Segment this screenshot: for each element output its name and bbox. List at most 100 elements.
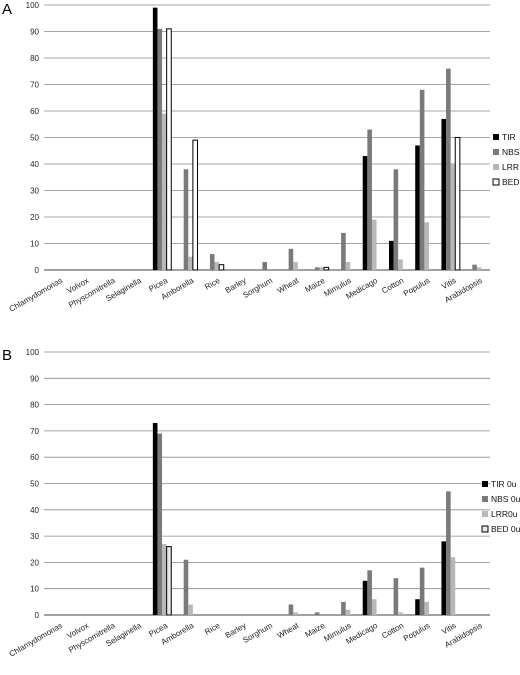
- panel-a-bar-picea-1: [157, 28, 163, 270]
- panel-a-bar-sorghum-1: [262, 262, 267, 270]
- panel-b-legend-label: TIR 0u: [491, 479, 517, 489]
- panel-a-x-category-label: Rice: [203, 276, 222, 292]
- panel-b-bar-populus-1: [419, 567, 425, 615]
- panel-b-y-tick-label: 30: [30, 532, 39, 541]
- panel-a-bar-vitis-0: [441, 118, 447, 270]
- panel-a-legend-label: NBS: [502, 147, 520, 157]
- panel-b-bar-populus-2: [424, 601, 430, 615]
- panel-a-bar-medicago-0: [362, 156, 368, 270]
- panel-b-y-tick-label: 90: [30, 374, 39, 383]
- panel-a-legend-swatch: [493, 149, 499, 155]
- panel-a-legend-label: TIR: [502, 132, 516, 142]
- panel-a-bar-cotton-1: [393, 169, 399, 270]
- panel-a-bar-mimulus-2: [345, 262, 351, 270]
- panel-b-y-tick-label: 40: [30, 506, 39, 515]
- panel-a-bar-wheat-2: [293, 262, 298, 270]
- panel-b-bar-medicago-2: [371, 599, 377, 615]
- panel-a-y-tick-label: 70: [30, 81, 39, 90]
- panel-b-legend-swatch: [482, 496, 488, 502]
- panel-b-bar-populus-0: [415, 599, 420, 615]
- panel-a-bar-vitis-3: [454, 137, 461, 271]
- panel-a-bar-amborella-1: [183, 169, 189, 270]
- panel-a-y-tick-label: 80: [30, 54, 39, 63]
- panel-a-x-category-label: Populus: [402, 276, 432, 298]
- panel-a-bar-medicago-1: [367, 129, 372, 270]
- panel-b-y-tick-label: 10: [30, 585, 39, 594]
- panel-a-bar-amborella-2: [188, 256, 193, 270]
- panel-b-bar-amborella-1: [183, 559, 189, 615]
- panel-a-bar-maize-3: [323, 266, 330, 271]
- panel-a-letter: A: [2, 1, 12, 18]
- panel-a-bar-populus-0: [415, 145, 420, 270]
- panel-a-y-tick-label: 90: [30, 28, 39, 37]
- panel-a-bar-cotton-0: [388, 240, 394, 270]
- panel-a-bar-picea-3: [166, 28, 172, 271]
- panel-b-bar-wheat-2: [293, 612, 298, 615]
- panel-b-bar-medicago-1: [367, 570, 372, 615]
- panel-b-bar-wheat-1: [288, 604, 294, 615]
- panel-a-bar-maize-2: [319, 267, 325, 270]
- panel-b-bar-picea-3: [166, 546, 172, 616]
- panel-b-y-tick-label: 0: [35, 611, 40, 620]
- panel-b-x-category-label: Sorghum: [241, 621, 274, 645]
- panel-b-x-category-label: Chlamydomonas: [8, 621, 64, 659]
- panel-a-y-tick-label: 100: [26, 1, 40, 10]
- panel-b-x-category-label: Rice: [203, 621, 222, 637]
- panel-a-bar-vitis-2: [450, 164, 456, 270]
- panel-b-bar-cotton-2: [398, 612, 403, 615]
- panel-b-bar-vitis-1: [446, 491, 451, 615]
- panel-b-bar-maize-1: [314, 612, 320, 615]
- panel-a-y-tick-label: 30: [30, 187, 39, 196]
- panel-a-bar-medicago-2: [371, 219, 377, 270]
- panel-b-legend-label: NBS 0u: [491, 494, 520, 504]
- panel-a-x-category-label: Chlamydomonas: [8, 276, 64, 314]
- panel-a-bar-vitis-1: [446, 68, 451, 270]
- panel-b-letter: B: [2, 347, 12, 364]
- panel-a-bar-populus-2: [424, 222, 430, 270]
- panel-b-bar-mimulus-1: [341, 601, 346, 615]
- panel-b-bar-amborella-2: [188, 604, 193, 615]
- panel-b-bar-cotton-1: [393, 578, 399, 615]
- panel-a-bar-populus-1: [419, 89, 425, 270]
- panel-a-bar-cotton-2: [398, 259, 403, 270]
- panel-a-legend-swatch: [492, 178, 500, 186]
- panel-a-legend-label: BED: [502, 177, 519, 187]
- panel-a-bar-amborella-3: [192, 139, 198, 271]
- panel-b-legend-swatch: [482, 511, 488, 517]
- panel-a-y-tick-label: 50: [30, 134, 39, 143]
- panel-a-x-category-label: Cotton: [380, 276, 405, 296]
- panel-b-legend-swatch: [481, 525, 489, 533]
- panel-b-x-category-label: Wheat: [276, 621, 301, 641]
- panel-b-legend-swatch: [482, 481, 488, 487]
- panel-b-bar-picea-0: [152, 423, 158, 615]
- panel-a-bar-rice-1: [209, 254, 215, 270]
- panel-b-y-tick-label: 50: [30, 480, 39, 489]
- panel-a-y-tick-label: 10: [30, 240, 39, 249]
- panel-b-y-tick-label: 60: [30, 453, 39, 462]
- panel-a-legend-swatch: [493, 164, 499, 170]
- panel-a-legend-label: LRR: [502, 162, 519, 172]
- panel-b-x-category-label: Cotton: [380, 621, 405, 641]
- panel-b-bar-picea-2: [162, 543, 167, 615]
- panel-a-bar-picea-0: [152, 7, 158, 271]
- panel-b-y-tick-label: 80: [30, 401, 39, 410]
- panel-b-bar-picea-1: [157, 433, 163, 615]
- panel-a-bar-rice-3: [218, 264, 225, 271]
- panel-a-legend-swatch: [493, 134, 499, 140]
- panel-a-x-category-label: Wheat: [276, 276, 301, 296]
- panel-a-bar-arabidopsis-2: [476, 267, 482, 270]
- panel-b-bar-medicago-0: [362, 580, 368, 615]
- panel-a-bar-wheat-1: [288, 248, 294, 270]
- panel-a-y-tick-label: 60: [30, 107, 39, 116]
- panel-b-legend-label: LRR0u: [491, 509, 518, 519]
- panel-a-bar-arabidopsis-1: [472, 264, 477, 270]
- panel-a-bar-picea-2: [162, 113, 167, 271]
- panel-a-y-tick-label: 20: [30, 213, 39, 222]
- panel-a-y-tick-label: 0: [35, 266, 40, 275]
- panel-a-y-tick-label: 40: [30, 160, 39, 169]
- panel-a-bar-mimulus-1: [341, 232, 346, 270]
- panel-a-x-category-label: Sorghum: [241, 276, 274, 300]
- panel-b-bar-vitis-2: [450, 557, 456, 615]
- panel-b-x-category-label: Populus: [402, 621, 432, 643]
